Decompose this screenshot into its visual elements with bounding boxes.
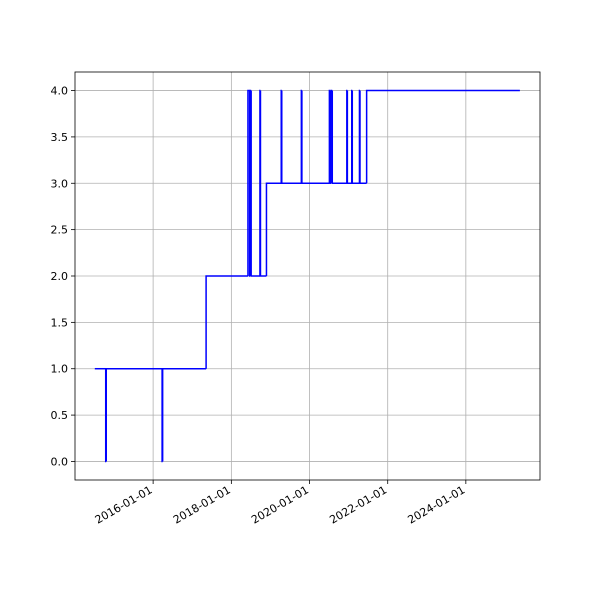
- grid: [71, 72, 540, 484]
- step-segment: [281, 90, 302, 185]
- step-segment: [346, 90, 352, 185]
- y-tick-label: 2.5: [51, 224, 69, 237]
- plot-lines: [94, 89, 520, 463]
- step-segment: [331, 90, 347, 185]
- y-tick-label: 1.0: [51, 363, 69, 376]
- y-tick-label: 0.5: [51, 409, 69, 422]
- y-tick-label: 2.0: [51, 270, 69, 283]
- step-segment: [105, 367, 163, 462]
- step-segment: [259, 90, 267, 277]
- step-segment: [365, 89, 520, 184]
- step-segment: [301, 90, 330, 185]
- step-segment: [265, 182, 282, 276]
- plot-frame: [74, 71, 541, 481]
- step-segment: [205, 275, 248, 369]
- y-tick-label: 1.5: [51, 316, 69, 329]
- y-tick-label: 0.0: [51, 455, 69, 468]
- step-segment: [351, 90, 360, 185]
- y-tick-label: 3.0: [51, 177, 69, 190]
- y-tick-label: 3.5: [51, 131, 69, 144]
- step-segment: [329, 90, 331, 185]
- step-segment: [161, 367, 207, 462]
- y-tick-label: 4.0: [51, 85, 69, 98]
- step-segment: [359, 90, 367, 185]
- step-segment: [250, 90, 260, 277]
